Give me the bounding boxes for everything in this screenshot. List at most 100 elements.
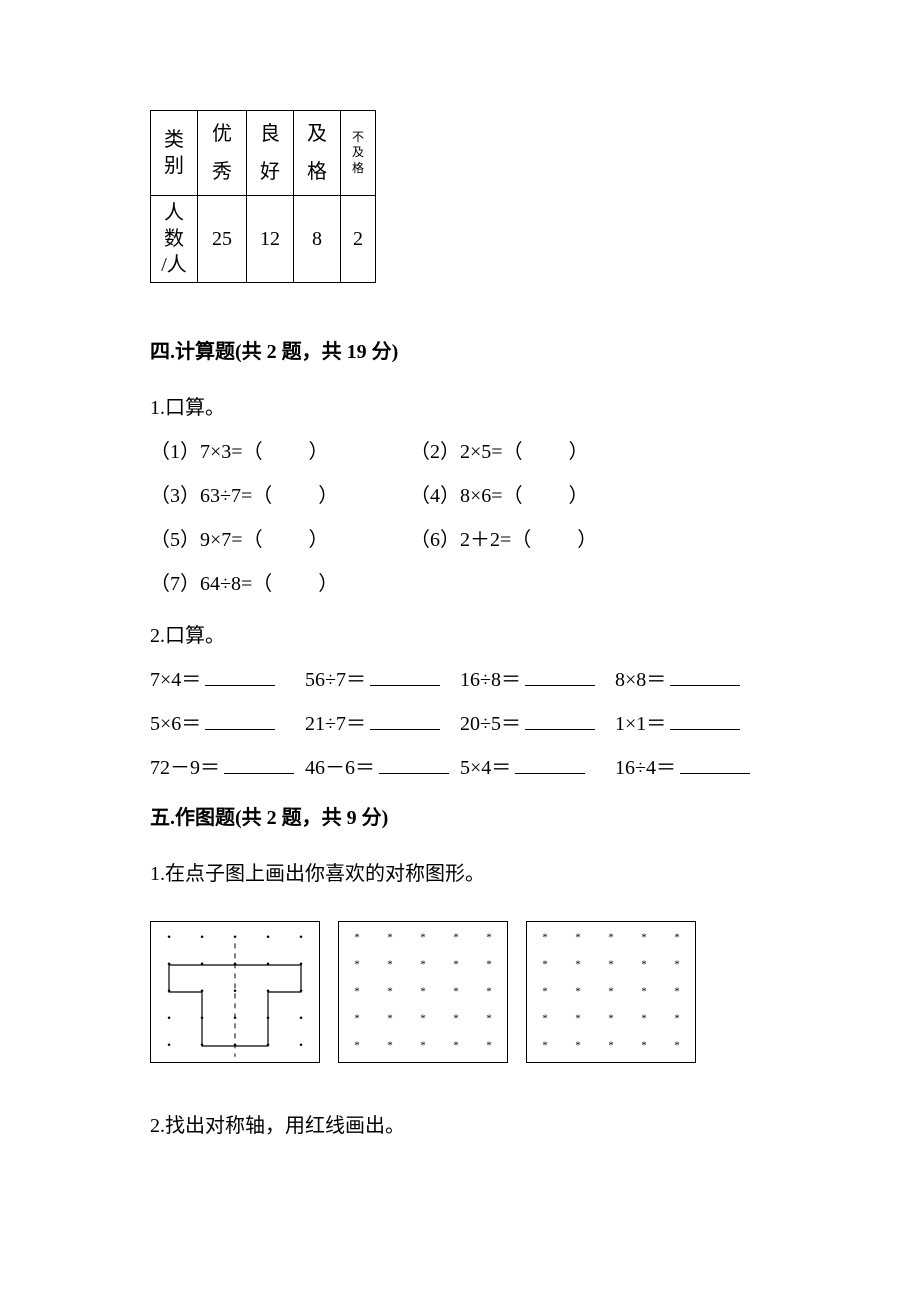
col-header-1: 优秀	[198, 111, 247, 196]
calc-expression: 16÷4＝	[615, 757, 676, 779]
dot-grid-2: *************************	[338, 921, 508, 1063]
calc-item-left: （5）9×7=（ ）	[150, 521, 410, 559]
calc-expression: 16÷8＝	[460, 669, 521, 691]
dot: *	[674, 960, 680, 971]
answer-bracket[interactable]: （ ）	[252, 477, 340, 515]
answer-underline[interactable]	[515, 753, 585, 774]
section4-q2-label: 2.口算。	[150, 617, 770, 655]
dot: *	[354, 933, 360, 944]
answer-underline[interactable]	[370, 665, 440, 686]
dot: *	[542, 1014, 548, 1025]
dot: *	[354, 987, 360, 998]
answer-bracket[interactable]: （ ）	[503, 477, 591, 515]
answer-underline[interactable]	[670, 665, 740, 686]
answer-bracket[interactable]: （ ）	[503, 433, 591, 471]
col-header-3: 及格	[294, 111, 341, 196]
dot: *	[608, 1041, 614, 1052]
col-header-4: 不 及 格	[341, 111, 376, 196]
calc-pair-row: （5）9×7=（ ）（6）2＋2=（ ）	[150, 521, 770, 559]
dot: *	[420, 960, 426, 971]
dot: *	[354, 960, 360, 971]
calc-expression: 56÷7＝	[305, 669, 366, 691]
calc-grid-item: 8×8＝	[615, 661, 770, 699]
dot: *	[674, 987, 680, 998]
section4-q1-label: 1.口算。	[150, 389, 770, 427]
answer-bracket[interactable]: （ ）	[511, 521, 599, 559]
dot: *	[674, 933, 680, 944]
answer-bracket[interactable]: （ ）	[252, 565, 340, 603]
dot: *	[542, 1041, 548, 1052]
dot: *	[420, 1014, 426, 1025]
dot: *	[453, 933, 459, 944]
hdr-char-1: 类	[164, 129, 184, 151]
section5-heading: 五.作图题(共 2 题，共 9 分)	[150, 799, 770, 837]
dot: *	[575, 933, 581, 944]
calc-item-left: （7）64÷8=（ ）	[150, 565, 410, 603]
dot: *	[387, 1014, 393, 1025]
dot: *	[354, 1041, 360, 1052]
dot: *	[486, 1014, 492, 1025]
dot: *	[387, 987, 393, 998]
dot: *	[575, 960, 581, 971]
table-header-category: 类 别	[151, 111, 198, 196]
answer-underline[interactable]	[525, 709, 595, 730]
answer-underline[interactable]	[525, 665, 595, 686]
calc-expression: 5×4＝	[460, 757, 511, 779]
dot: *	[453, 987, 459, 998]
cell-3: 8	[294, 196, 341, 283]
answer-underline[interactable]	[379, 753, 449, 774]
dot: *	[542, 987, 548, 998]
answer-underline[interactable]	[205, 709, 275, 730]
dot: *	[453, 960, 459, 971]
dot-grids-row: ••••••••••••••••••••••••• **************…	[150, 921, 770, 1063]
dot: *	[486, 1041, 492, 1052]
calc-grid-item: 16÷4＝	[615, 749, 770, 787]
calc-expression: 21÷7＝	[305, 713, 366, 735]
dot-grid-3: *************************	[526, 921, 696, 1063]
answer-underline[interactable]	[370, 709, 440, 730]
col-header-2: 良好	[247, 111, 294, 196]
calc-grid-row: 72－9＝46－6＝5×4＝16÷4＝	[150, 749, 770, 787]
dot: *	[486, 960, 492, 971]
answer-underline[interactable]	[670, 709, 740, 730]
calc-expression: 7×4＝	[150, 669, 201, 691]
calc-grid-item: 21÷7＝	[305, 705, 460, 743]
grid1-overlay	[151, 922, 319, 1062]
answer-underline[interactable]	[680, 753, 750, 774]
calc-expression: 8×8＝	[615, 669, 666, 691]
answer-bracket[interactable]: （ ）	[243, 521, 331, 559]
cell-2: 12	[247, 196, 294, 283]
calc-grid-item: 5×6＝	[150, 705, 305, 743]
dot: *	[608, 1014, 614, 1025]
calc-grid-item: 16÷8＝	[460, 661, 615, 699]
dot: *	[486, 933, 492, 944]
dot: *	[575, 1014, 581, 1025]
section4-heading: 四.计算题(共 2 题，共 19 分)	[150, 333, 770, 371]
calc-grid-row: 5×6＝21÷7＝20÷5＝1×1＝	[150, 705, 770, 743]
dot: *	[387, 933, 393, 944]
row-label-people: 人 数 /人	[151, 196, 198, 283]
calc-pair-row: （1）7×3=（ ）（2）2×5=（ ）	[150, 433, 770, 471]
category-table: 类 别 优秀 良好 及格 不 及 格 人 数 /人 2	[150, 110, 376, 283]
answer-underline[interactable]	[224, 753, 294, 774]
dot: *	[641, 933, 647, 944]
answer-bracket[interactable]: （ ）	[243, 433, 331, 471]
cell-1: 25	[198, 196, 247, 283]
dot: *	[641, 1041, 647, 1052]
dot: *	[486, 987, 492, 998]
dot: *	[674, 1014, 680, 1025]
dot: *	[575, 987, 581, 998]
calc-item-left: （3）63÷7=（ ）	[150, 477, 410, 515]
calc-expression: 20÷5＝	[460, 713, 521, 735]
dot: *	[420, 933, 426, 944]
dot: *	[453, 1041, 459, 1052]
calc-item-right: （2）2×5=（ ）	[410, 433, 591, 471]
calc-expression: 72－9＝	[150, 757, 220, 779]
answer-underline[interactable]	[205, 665, 275, 686]
dot: *	[354, 1014, 360, 1025]
dot: *	[575, 1041, 581, 1052]
calc-grid-item: 7×4＝	[150, 661, 305, 699]
calc-pair-row: （3）63÷7=（ ）（4）8×6=（ ）	[150, 477, 770, 515]
calc-grid-item: 56÷7＝	[305, 661, 460, 699]
calc-item-left: （1）7×3=（ ）	[150, 433, 410, 471]
